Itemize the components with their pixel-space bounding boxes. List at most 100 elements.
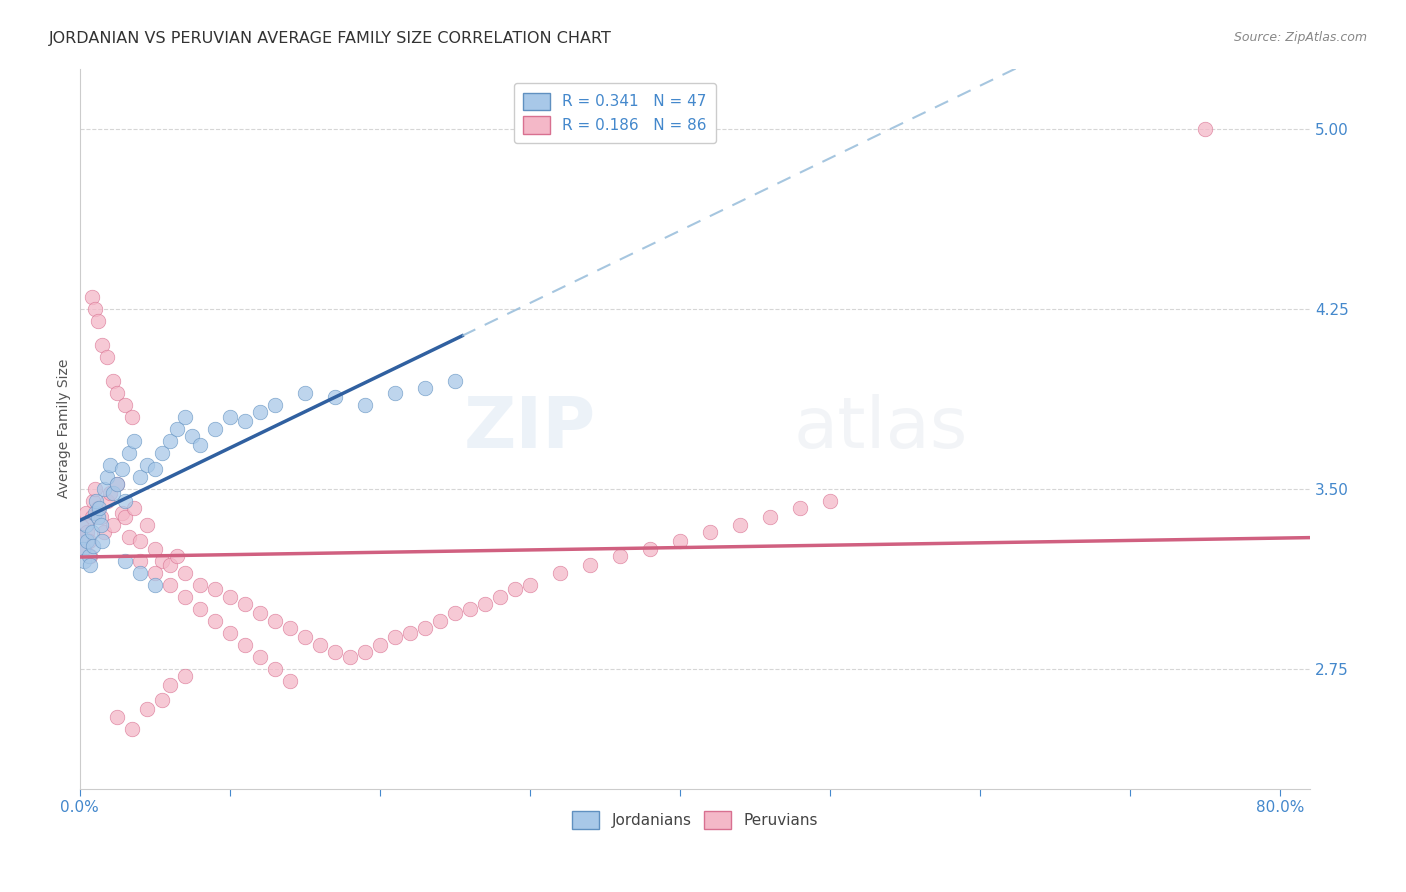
Point — [519, 577, 541, 591]
Point — [789, 500, 811, 515]
Point — [638, 541, 661, 556]
Point — [173, 590, 195, 604]
Y-axis label: Average Family Size: Average Family Size — [58, 359, 72, 499]
Point — [728, 517, 751, 532]
Point — [128, 469, 150, 483]
Point — [89, 517, 111, 532]
Point — [150, 692, 173, 706]
Point — [173, 566, 195, 580]
Point — [488, 590, 510, 604]
Point — [249, 649, 271, 664]
Point — [263, 398, 285, 412]
Point — [114, 553, 136, 567]
Point — [398, 625, 420, 640]
Point — [122, 500, 145, 515]
Point — [143, 577, 166, 591]
Point — [136, 517, 159, 532]
Point — [89, 510, 111, 524]
Point — [188, 601, 211, 615]
Point — [323, 645, 346, 659]
Point — [218, 409, 240, 424]
Point — [233, 638, 256, 652]
Point — [458, 601, 481, 615]
Point — [150, 445, 173, 459]
Point — [159, 434, 181, 448]
Point — [263, 661, 285, 675]
Point — [136, 458, 159, 472]
Point — [818, 493, 841, 508]
Point — [101, 374, 124, 388]
Point — [83, 506, 105, 520]
Point — [143, 566, 166, 580]
Point — [105, 385, 128, 400]
Point — [128, 534, 150, 549]
Point — [443, 607, 465, 621]
Point — [278, 673, 301, 688]
Point — [353, 398, 375, 412]
Point — [668, 534, 690, 549]
Point — [143, 541, 166, 556]
Point — [159, 558, 181, 573]
Point — [474, 597, 496, 611]
Point — [128, 566, 150, 580]
Point — [110, 506, 132, 520]
Point — [143, 462, 166, 476]
Point — [79, 549, 101, 563]
Point — [159, 678, 181, 692]
Point — [98, 486, 121, 500]
Point — [429, 614, 451, 628]
Point — [105, 476, 128, 491]
Point — [233, 414, 256, 428]
Point — [83, 482, 105, 496]
Point — [1194, 121, 1216, 136]
Point — [204, 614, 226, 628]
Point — [166, 549, 188, 563]
Point — [249, 607, 271, 621]
Point — [72, 541, 94, 556]
Point — [181, 428, 204, 442]
Text: ZIP: ZIP — [464, 394, 596, 463]
Point — [339, 649, 361, 664]
Point — [294, 385, 316, 400]
Point — [128, 553, 150, 567]
Point — [699, 524, 721, 539]
Point — [323, 390, 346, 404]
Point — [118, 445, 141, 459]
Point — [86, 500, 108, 515]
Point — [384, 385, 406, 400]
Point — [443, 374, 465, 388]
Point — [91, 534, 114, 549]
Point — [114, 493, 136, 508]
Point — [84, 493, 107, 508]
Point — [80, 510, 103, 524]
Point — [82, 493, 104, 508]
Point — [609, 549, 631, 563]
Point — [101, 486, 124, 500]
Point — [233, 597, 256, 611]
Point — [80, 524, 103, 539]
Point — [75, 517, 97, 532]
Point — [91, 337, 114, 351]
Point — [413, 621, 436, 635]
Point — [294, 630, 316, 644]
Point — [93, 524, 115, 539]
Point — [77, 549, 100, 563]
Text: Source: ZipAtlas.com: Source: ZipAtlas.com — [1233, 31, 1367, 45]
Point — [204, 582, 226, 597]
Point — [82, 539, 104, 553]
Point — [384, 630, 406, 644]
Point — [80, 289, 103, 303]
Point — [218, 625, 240, 640]
Point — [83, 301, 105, 316]
Point — [278, 621, 301, 635]
Point — [548, 566, 571, 580]
Point — [70, 517, 93, 532]
Point — [263, 614, 285, 628]
Point — [159, 577, 181, 591]
Point — [353, 645, 375, 659]
Point — [76, 534, 98, 549]
Text: JORDANIAN VS PERUVIAN AVERAGE FAMILY SIZE CORRELATION CHART: JORDANIAN VS PERUVIAN AVERAGE FAMILY SIZ… — [49, 31, 612, 46]
Point — [204, 421, 226, 435]
Point — [93, 482, 115, 496]
Text: atlas: atlas — [793, 394, 967, 463]
